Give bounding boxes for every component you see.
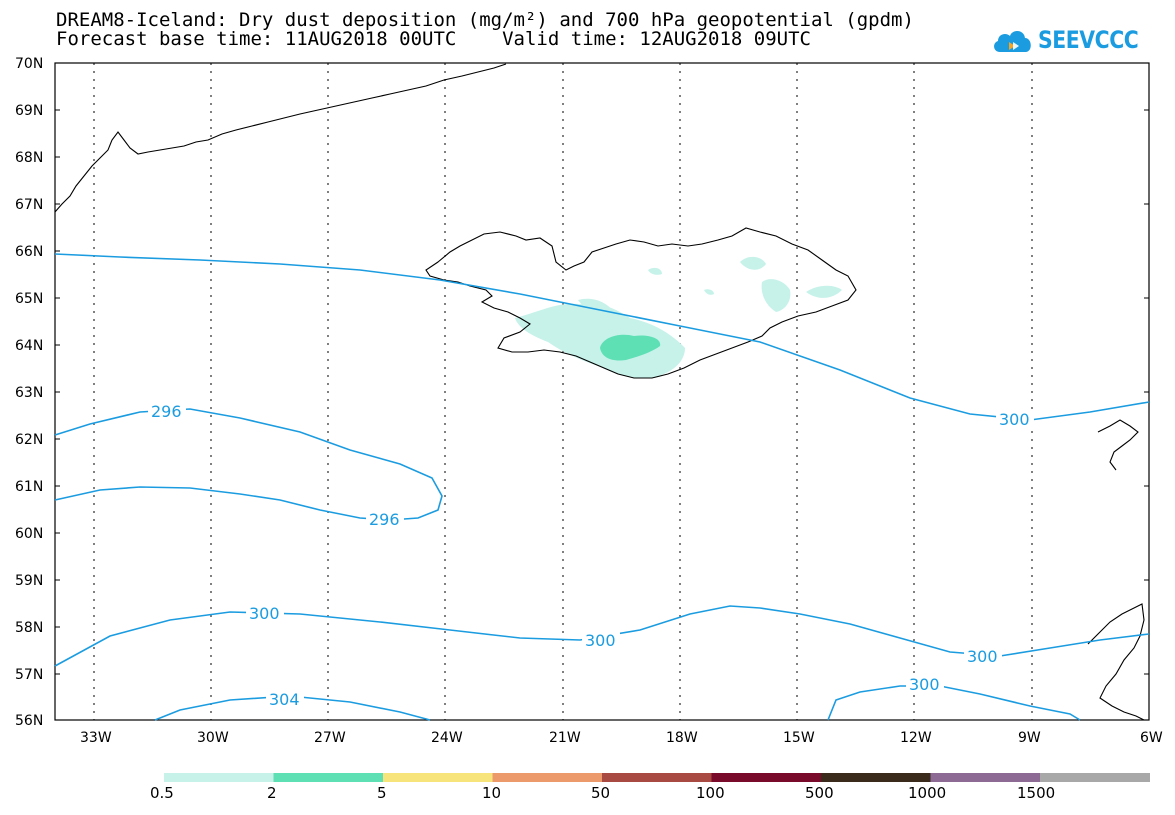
legend-swatch — [383, 773, 493, 782]
logo-text: SEEVCCC — [1038, 26, 1139, 54]
contour-296-loop — [54, 408, 443, 521]
legend-label: 0.5 — [150, 784, 174, 802]
greenland-coast — [54, 63, 507, 213]
contour-300-se — [827, 685, 1081, 721]
legend-label: 1000 — [908, 784, 946, 802]
contour-label: 300 — [999, 410, 1030, 429]
map-frame — [54, 62, 1150, 721]
latitude-labels: 70N 69N 68N 67N 66N 65N 64N 63N 62N 61N … — [15, 56, 43, 729]
contour-label-group: 296 296 300 300 300 300 300 304 — [148, 402, 1034, 709]
lon-label: 21W — [549, 730, 581, 746]
scotland-north-coast — [1097, 419, 1139, 471]
legend-label: 500 — [805, 784, 834, 802]
cloud-logo-icon — [994, 30, 1031, 52]
contour-label: 300 — [967, 647, 998, 666]
axis-ticks — [55, 62, 1149, 675]
iceland-coast — [425, 227, 857, 379]
legend-label: 5 — [377, 784, 387, 802]
lat-label: 70N — [15, 56, 43, 72]
contour-label: 300 — [585, 631, 616, 650]
legend-swatch — [1040, 773, 1150, 782]
legend-label: 10 — [482, 784, 501, 802]
lon-label: 33W — [80, 730, 112, 746]
lat-label: 62N — [15, 432, 43, 448]
legend-swatch — [821, 773, 931, 782]
lat-label: 69N — [15, 103, 43, 119]
legend-swatch — [602, 773, 712, 782]
seevccc-logo: SEEVCCC — [990, 20, 1156, 60]
lon-label: 24W — [431, 730, 463, 746]
lat-label: 61N — [15, 479, 43, 495]
legend-label: 100 — [696, 784, 725, 802]
legend-label: 50 — [591, 784, 610, 802]
lon-label: 9W — [1018, 730, 1041, 746]
lat-label: 63N — [15, 385, 43, 401]
graticule — [93, 63, 1033, 720]
scotland-coast — [1087, 603, 1145, 721]
lon-label: 6W — [1140, 730, 1163, 746]
chart-subtitle-times: Forecast base time: 11AUG2018 00UTC Vali… — [56, 28, 811, 50]
lat-label: 60N — [15, 526, 43, 542]
lon-label: 27W — [314, 730, 346, 746]
colorbar-legend: 0.5 2 5 10 50 100 500 1000 1500 — [150, 773, 1150, 802]
lat-label: 68N — [15, 150, 43, 166]
legend-swatch — [711, 773, 822, 782]
legend-swatch — [492, 773, 603, 782]
chart-title: DREAM8-Iceland: Dry dust deposition (mg/… — [56, 9, 914, 31]
longitude-labels: 33W 30W 27W 24W 21W 18W 15W 12W 9W 6W — [80, 730, 1163, 746]
lat-label: 67N — [15, 197, 43, 213]
lon-label: 15W — [783, 730, 815, 746]
legend-swatch — [273, 773, 384, 782]
coastlines — [54, 63, 1145, 721]
lon-label: 12W — [900, 730, 932, 746]
legend-label: 1500 — [1017, 784, 1055, 802]
lat-label: 59N — [15, 573, 43, 589]
contour-label: 304 — [269, 690, 300, 709]
lat-label: 58N — [15, 620, 43, 636]
lat-label: 64N — [15, 338, 43, 354]
lon-label: 30W — [197, 730, 229, 746]
contour-label: 300 — [249, 604, 280, 623]
contour-label: 296 — [151, 402, 182, 421]
lat-label: 56N — [15, 713, 43, 729]
legend-label: 2 — [267, 784, 277, 802]
dust-deposition-shading — [515, 256, 842, 379]
contour-label: 296 — [369, 510, 400, 529]
legend-swatch — [930, 773, 1041, 782]
lat-label: 66N — [15, 244, 43, 260]
lat-label: 65N — [15, 291, 43, 307]
lon-label: 18W — [666, 730, 698, 746]
lat-label: 57N — [15, 667, 43, 683]
legend-swatch — [164, 773, 274, 782]
contour-label: 300 — [909, 675, 940, 694]
